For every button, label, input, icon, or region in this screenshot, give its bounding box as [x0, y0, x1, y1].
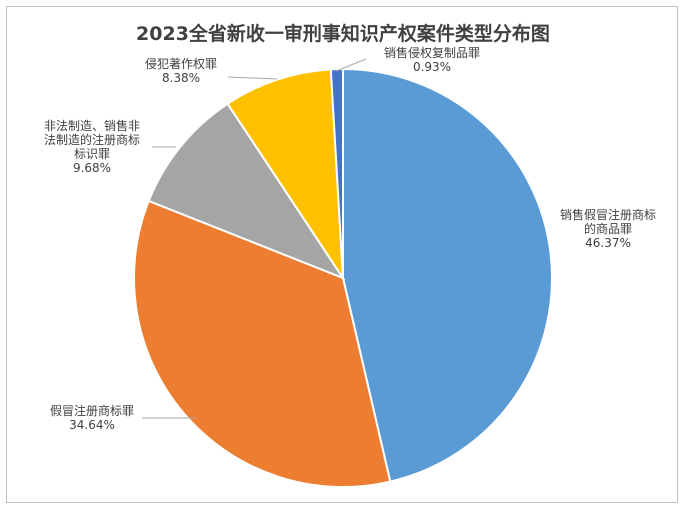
slice-label-line: 销售假冒注册商标 [559, 208, 656, 222]
pie-slice-4 [226, 68, 345, 282]
slice-label-line: 销售侵权复制品罪 [383, 46, 480, 60]
slice-percent: 46.37% [585, 236, 631, 250]
slice-label-line: 的商品罪 [583, 222, 632, 236]
slice-percent: 0.93% [412, 60, 452, 74]
pie-slice-5 [329, 67, 344, 279]
slice-percent: 8.38% [161, 71, 201, 85]
slice-percent: 34.64% [69, 418, 115, 432]
slice-label-line: 侵犯著作权罪 [144, 57, 217, 71]
pie-slice-3 [147, 102, 346, 281]
data-label-5: 销售侵权复制品罪 0.93% [372, 46, 492, 74]
data-label-2: 假冒注册商标罪 34.64% [42, 404, 142, 432]
data-label-4: 侵犯著作权罪 8.38% [136, 57, 226, 85]
slice-label-line: 标识罪 [73, 147, 110, 161]
slice-label-line: 法制造的注册商标 [43, 133, 140, 147]
slice-percent: 9.68% [72, 161, 112, 175]
data-label-3: 非法制造、销售非 法制造的注册商标 标识罪 9.68% [32, 119, 152, 175]
data-label-1: 销售假冒注册商标 的商品罪 46.37% [548, 208, 668, 250]
slice-label-line: 非法制造、销售非 [43, 119, 140, 133]
pie-slice-1 [342, 67, 553, 483]
pie-slice-2 [133, 199, 392, 489]
chart-title: 2023全省新收一审刑事知识产权案件类型分布图 [136, 23, 550, 45]
slice-label-line: 假冒注册商标罪 [49, 404, 134, 418]
leader-line-4 [227, 76, 278, 80]
leader-line-5 [335, 58, 367, 72]
